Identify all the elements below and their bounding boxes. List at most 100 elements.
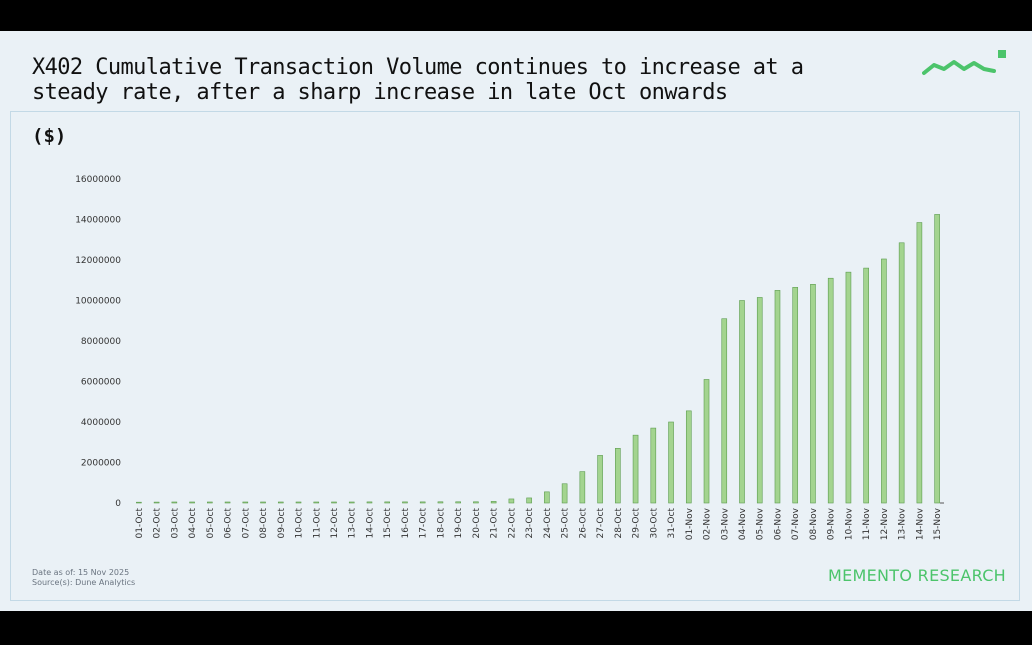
bar-07-Nov <box>792 287 799 504</box>
y-tick-label: 6000000 <box>81 378 121 388</box>
bar-05-Oct <box>207 501 213 504</box>
x-tick-label: 20-Oct <box>472 508 482 539</box>
bar-04-Nov <box>739 300 745 504</box>
bar-28-Oct <box>615 448 621 504</box>
x-tick-label: 18-Oct <box>436 508 446 539</box>
y-tick-label: 14000000 <box>75 216 121 226</box>
bar-15-Nov <box>934 214 940 504</box>
bar-12-Nov <box>881 258 887 504</box>
bar-01-Nov <box>685 410 692 504</box>
x-tick-label: 17-Oct <box>419 508 429 539</box>
x-tick-label: 30-Oct <box>649 508 659 539</box>
x-tick-label: 09-Oct <box>277 508 287 539</box>
bar-16-Oct <box>402 501 408 504</box>
bar-09-Nov <box>827 277 834 504</box>
y-tick-label: 16000000 <box>75 175 121 185</box>
bar-14-Oct <box>366 501 373 504</box>
bar-13-Nov <box>898 242 905 504</box>
page-title: X402 Cumulative Transaction Volume conti… <box>32 55 804 105</box>
y-tick-label: 2000000 <box>81 459 121 469</box>
bar-14-Nov <box>916 222 923 504</box>
x-tick-label: 01-Oct <box>135 508 145 539</box>
bar-06-Oct <box>224 501 231 504</box>
bar-09-Oct <box>277 501 284 504</box>
x-tick-label: 03-Oct <box>170 508 180 539</box>
x-tick-label: 10-Nov <box>844 507 854 540</box>
x-tick-label: 07-Oct <box>241 508 251 539</box>
bar-18-Oct <box>437 501 444 504</box>
x-tick-label: 28-Oct <box>614 508 624 539</box>
bar-21-Oct <box>490 501 497 504</box>
x-tick-label: 25-Oct <box>561 508 571 539</box>
bar-12-Oct <box>331 501 337 504</box>
x-tick-label: 08-Nov <box>809 507 819 540</box>
bar-22-Oct <box>508 498 515 504</box>
y-tick-label: 0 <box>115 499 121 509</box>
x-tick-label: 02-Oct <box>153 508 163 539</box>
bar-13-Oct <box>348 501 355 504</box>
bar-06-Nov <box>774 290 781 504</box>
x-tick-label: 26-Oct <box>578 508 588 539</box>
x-tick-label: 11-Nov <box>862 507 872 540</box>
x-tick-label: 12-Nov <box>880 507 890 540</box>
x-tick-label: 02-Nov <box>703 507 713 540</box>
bar-chart: 0 2000000 4000000 6000000 8000000 10000000 120… <box>75 175 944 540</box>
y-tick-label: 4000000 <box>81 418 121 428</box>
x-tick-label: 16-Oct <box>401 508 411 539</box>
bar-26-Oct <box>579 471 586 504</box>
bar-10-Oct <box>295 501 302 504</box>
x-tick-label: 06-Nov <box>773 507 783 540</box>
bar-23-Oct <box>526 497 532 504</box>
bar-10-Nov <box>845 271 852 504</box>
bar-01-Oct <box>136 501 142 504</box>
bar-20-Oct <box>473 501 479 504</box>
bar-08-Nov <box>810 284 816 504</box>
x-tick-label: 05-Nov <box>756 507 766 540</box>
x-tick-label: 14-Oct <box>365 508 375 539</box>
bar-24-Oct <box>544 491 550 504</box>
x-tick-label: 22-Oct <box>507 508 517 539</box>
chart-panel <box>10 111 1020 601</box>
bar-19-Oct <box>455 501 461 504</box>
x-tick-label: 23-Oct <box>525 508 535 539</box>
x-tick-label: 15-Oct <box>383 508 393 539</box>
x-tick-label: 21-Oct <box>490 508 500 539</box>
x-tick-label: 11-Oct <box>312 508 322 539</box>
x-tick-label: 04-Oct <box>188 508 198 539</box>
bar-25-Oct <box>561 483 568 504</box>
bar-31-Oct <box>668 421 674 504</box>
x-tick-label: 05-Oct <box>206 508 216 539</box>
y-tick-label: 8000000 <box>81 337 121 347</box>
x-tick-label: 15-Nov <box>933 507 943 540</box>
x-tick-label: 14-Nov <box>915 507 925 540</box>
x-tick-label: 31-Oct <box>667 508 677 539</box>
x-tick-label: 19-Oct <box>454 508 464 539</box>
x-tick-label: 08-Oct <box>259 508 269 539</box>
x-tick-label: 09-Nov <box>827 507 837 540</box>
x-tick-label: 27-Oct <box>596 508 606 539</box>
bar-07-Oct <box>242 501 249 504</box>
bar-29-Oct <box>632 434 639 504</box>
slide: X402 Cumulative Transaction Volume conti… <box>0 31 1032 611</box>
date-note: Date as of: 15 Nov 2025 <box>32 568 130 577</box>
bar-02-Nov <box>703 379 710 504</box>
x-tick-label: 13-Nov <box>898 507 908 540</box>
x-tick-label: 12-Oct <box>330 508 340 539</box>
y-tick-label: 10000000 <box>75 297 121 307</box>
x-tick-label: 29-Oct <box>632 508 642 539</box>
x-tick-label: 01-Nov <box>685 507 695 540</box>
bar-17-Oct <box>419 501 426 504</box>
x-tick-label: 06-Oct <box>224 508 234 539</box>
y-axis-unit-label: ($) <box>32 125 67 147</box>
brand-name: MEMENTO RESEARCH <box>828 566 1007 585</box>
bar-11-Nov <box>863 267 869 504</box>
bar-05-Nov <box>756 297 763 504</box>
x-tick-label: 07-Nov <box>791 507 801 540</box>
x-tick-label: 10-Oct <box>295 508 305 539</box>
bar-03-Nov <box>721 318 728 504</box>
memento-logo-icon <box>922 50 1006 75</box>
bar-04-Oct <box>189 501 195 504</box>
bar-11-Oct <box>313 501 320 504</box>
bar-27-Oct <box>597 455 603 504</box>
bar-02-Oct <box>153 501 160 504</box>
